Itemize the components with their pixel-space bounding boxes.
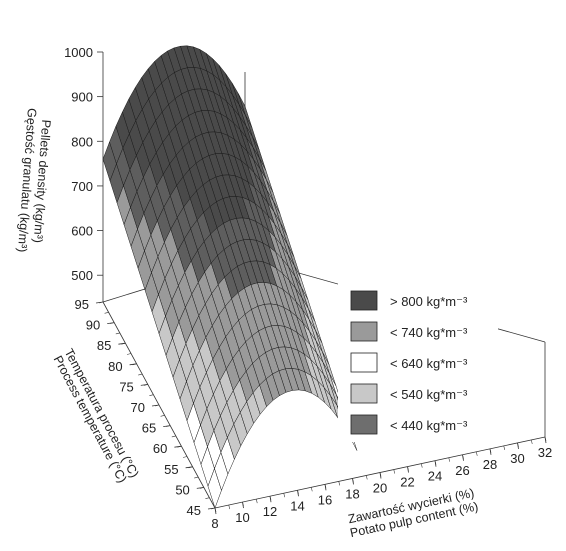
x-tick-label: 12 [263,504,277,519]
x-tick-label: 8 [211,516,218,531]
z-tick-label: 500 [71,268,93,283]
y-minor-tick [104,312,109,314]
x-tick-label: 24 [428,469,442,484]
x-axis-title: Zawartość wycierki (%) Potato pulp conte… [347,486,480,540]
y-tick-label: 45 [187,503,201,518]
x-tick-label: 16 [318,492,332,507]
y-tick-label: 60 [153,441,167,456]
x-axis-ticks: 8 10 12 14 16 18 20 22 24 26 28 30 32 [211,436,552,531]
y-minor-tick [205,497,210,499]
y-tick-label: 80 [108,359,122,374]
legend-swatch [350,383,378,404]
z-tick-label: 700 [71,179,93,194]
y-axis-title-pl: Temperatura procesu (°C) [62,346,142,480]
legend-swatch [350,414,378,435]
y-minor-tick [149,394,154,396]
y-minor-tick [154,404,160,407]
y-minor-tick [199,487,204,489]
legend-swatch [350,290,378,311]
y-minor-tick [115,332,120,335]
z-tick-label: 1000 [64,45,93,60]
y-minor-tick [160,415,165,417]
y-minor-tick [182,456,188,458]
y-minor-tick [194,476,199,479]
x-minor-tick [393,469,396,474]
y-minor-tick [110,322,115,324]
legend: > 800 kg*m⁻³ < 740 kg*m⁻³ < 640 kg*m⁻³ < 54… [338,282,498,442]
y-minor-tick [171,435,176,438]
z-tick-label: 900 [71,90,93,105]
x-minor-tick [214,507,217,513]
legend-swatch [350,321,378,342]
x-minor-tick [352,478,354,483]
x-minor-tick [365,475,368,480]
x-minor-tick [338,481,341,486]
z-tick-label: 800 [71,134,93,149]
x-tick-label: 30 [510,451,524,466]
y-tick-label: 50 [175,482,189,497]
x-tick-label: 22 [400,475,414,490]
x-minor-tick [420,463,423,468]
x-minor-tick [544,436,547,442]
x-minor-tick [462,454,464,459]
x-minor-tick [448,457,451,462]
z-tick-label: 600 [71,224,93,239]
x-minor-tick [228,504,231,510]
legend-label: > 800 kg*m⁻³ [390,294,468,309]
y-minor-tick [210,507,216,510]
surface-mesh [102,45,358,509]
legend-label: < 640 kg*m⁻³ [390,356,468,371]
y-minor-tick [98,301,104,304]
x-tick-label: 18 [345,486,359,501]
y-minor-tick [126,353,132,355]
x-tick-label: 26 [455,463,469,478]
x-minor-tick [530,439,533,445]
y-tick-label: 95 [75,297,89,312]
x-tick-label: 14 [290,498,304,513]
x-tick-label: 32 [538,445,552,460]
x-minor-tick [242,502,244,507]
legend-label: < 740 kg*m⁻³ [390,325,468,340]
x-tick-label: 10 [235,510,249,525]
x-minor-tick [407,466,409,471]
x-tick-label: 20 [373,481,387,496]
y-minor-tick [166,425,171,427]
z-axis-ticks: 500 600 700 800 900 1000 [64,45,103,283]
x-minor-tick [310,487,313,492]
y-minor-tick [188,466,193,469]
y-minor-tick [121,342,126,345]
x-minor-tick [475,451,478,456]
y-tick-label: 55 [164,462,178,477]
y-tick-label: 70 [131,400,145,415]
legend-label: < 540 kg*m⁻³ [390,387,468,402]
y-minor-tick [138,373,143,376]
x-minor-tick [517,442,519,447]
x-minor-tick [283,493,286,498]
y-minor-tick [143,384,148,386]
x-minor-tick [503,445,506,450]
y-minor-tick [132,363,137,366]
y-axis-title: Temperatura procesu (°C) Process tempera… [51,346,142,485]
y-tick-label: 85 [97,338,111,353]
x-minor-tick [324,484,327,489]
legend-swatch [350,352,378,373]
x-tick-label: 28 [483,457,497,472]
z-axis-title: Gęstość granulatu (kg/m³) Pellets densit… [15,108,53,253]
x-minor-tick [489,448,492,453]
legend-label: < 440 kg*m⁻³ [390,418,468,433]
y-minor-tick [177,445,182,448]
y-tick-label: 65 [142,421,156,436]
y-tick-label: 75 [119,379,133,394]
x-minor-tick [434,460,437,465]
x-minor-tick [269,496,272,501]
y-tick-label: 90 [86,318,100,333]
x-minor-tick [297,490,299,495]
x-minor-tick [379,472,382,477]
y-axis-ticks: 45 50 55 60 65 70 75 80 85 90 95 [75,297,216,518]
x-minor-tick [255,499,258,504]
